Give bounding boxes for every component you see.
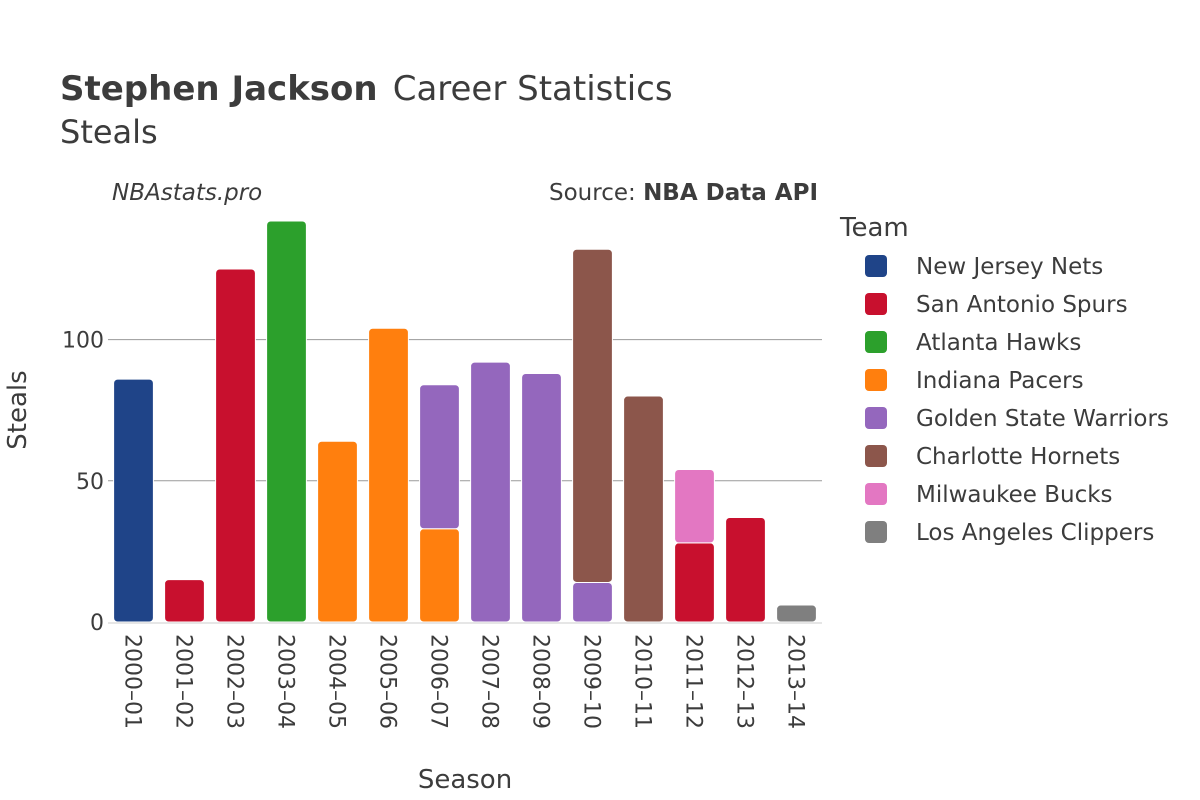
x-tick-label: 2010–11 <box>630 634 655 729</box>
legend-label: Golden State Warriors <box>916 406 1169 432</box>
bar-segment <box>572 248 613 583</box>
legend-item[interactable]: Charlotte Hornets <box>865 444 1120 470</box>
x-tick-label: 2003–04 <box>273 634 298 729</box>
legend-item[interactable]: Atlanta Hawks <box>865 330 1081 356</box>
title-rest: Career Statistics <box>393 69 673 109</box>
legend-swatch <box>865 521 887 543</box>
x-tick-label: 2002–03 <box>222 634 247 729</box>
bar-segment <box>572 581 613 623</box>
x-tick-label: 2000–01 <box>120 634 145 729</box>
bar-segment <box>113 378 154 623</box>
legend-item[interactable]: Milwaukee Bucks <box>865 482 1113 508</box>
bar-segment <box>674 468 715 544</box>
bar-segment <box>725 517 766 623</box>
legend-swatch <box>865 331 887 353</box>
legend-item[interactable]: Indiana Pacers <box>865 368 1084 394</box>
gridlines <box>108 339 822 482</box>
bar-segment <box>521 372 562 623</box>
legend-item[interactable]: San Antonio Spurs <box>865 292 1128 318</box>
x-tick-label: 2004–05 <box>324 634 349 729</box>
chart-subtitle: Steals <box>60 113 158 151</box>
bar-segment <box>215 268 256 623</box>
bar-segment <box>470 361 511 623</box>
x-axis-title: Season <box>418 765 512 795</box>
legend-swatch <box>865 407 887 429</box>
x-tick-label: 2001–02 <box>171 634 196 729</box>
bars <box>113 220 817 623</box>
x-tick-label: 2013–14 <box>783 634 808 729</box>
legend-swatch <box>865 483 887 505</box>
source-label: Source: NBA Data API <box>549 180 818 206</box>
title-player: Stephen Jackson <box>60 69 378 109</box>
chart-title: Stephen Jackson Career Statistics <box>60 69 673 109</box>
x-tick-label: 2012–13 <box>732 634 757 729</box>
brand-label: NBAstats.pro <box>112 180 262 206</box>
y-tick-label: 100 <box>62 329 104 354</box>
legend-item[interactable]: New Jersey Nets <box>865 254 1103 280</box>
x-tick-labels: 2000–01 2001–02 2002–03 2003–04 2004–05 2005–… <box>120 634 808 729</box>
bar-segment <box>317 440 358 623</box>
legend-label: Charlotte Hornets <box>916 444 1120 470</box>
legend-label: Milwaukee Bucks <box>916 482 1113 508</box>
legend-label: Indiana Pacers <box>916 368 1084 394</box>
x-tick-label: 2005–06 <box>375 634 400 729</box>
source-prefix: Source: <box>549 180 643 206</box>
source-name: NBA Data API <box>643 180 818 206</box>
bar-segment <box>623 395 664 623</box>
legend-title: Team <box>839 213 909 243</box>
bar-segment <box>419 384 460 530</box>
x-tick-label: 2011–12 <box>681 634 706 729</box>
bar-segment <box>368 327 409 623</box>
bar-segment <box>419 528 460 623</box>
x-tick-label: 2009–10 <box>579 634 604 729</box>
legend-swatch <box>865 445 887 467</box>
legend-label: Los Angeles Clippers <box>916 520 1154 546</box>
y-tick-label: 0 <box>90 611 104 636</box>
legend-swatch <box>865 293 887 315</box>
legend-label: Atlanta Hawks <box>916 330 1081 356</box>
legend-label: New Jersey Nets <box>916 254 1103 280</box>
y-tick-label: 50 <box>76 470 104 495</box>
legend-label: San Antonio Spurs <box>916 292 1128 318</box>
bar-segment <box>164 579 205 623</box>
bar-segment <box>674 542 715 623</box>
y-axis-title: Steals <box>3 370 33 449</box>
legend-swatch <box>865 369 887 391</box>
bar-segment <box>776 604 817 623</box>
y-tick-labels: 0 50 100 <box>62 329 104 636</box>
bar-segment <box>266 220 307 623</box>
legend: New Jersey Nets San Antonio Spurs Atlanta … <box>865 254 1169 546</box>
x-tick-label: 2008–09 <box>528 634 553 729</box>
x-tick-label: 2007–08 <box>477 634 502 729</box>
legend-item[interactable]: Los Angeles Clippers <box>865 520 1154 546</box>
legend-item[interactable]: Golden State Warriors <box>865 406 1169 432</box>
legend-swatch <box>865 255 887 277</box>
x-tick-label: 2006–07 <box>426 634 451 729</box>
